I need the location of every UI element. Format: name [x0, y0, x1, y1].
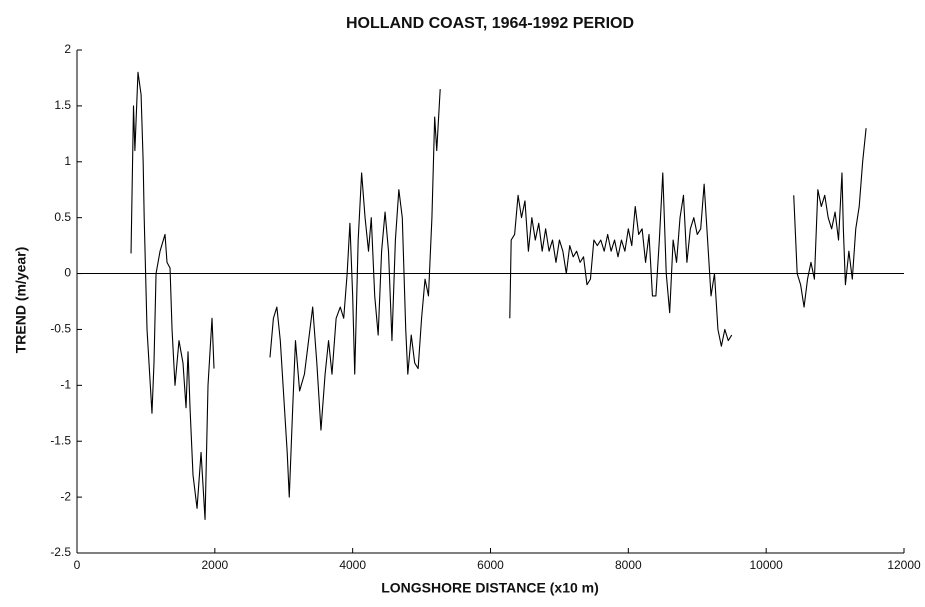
y-tick-label: -2.5	[50, 545, 71, 559]
x-tick-label: 4000	[339, 558, 366, 572]
y-tick-label: 1.5	[54, 98, 71, 112]
y-tick-label: -2	[60, 489, 71, 503]
x-axis-label: LONGSHORE DISTANCE (x10 m)	[381, 580, 599, 596]
x-tick-label: 6000	[477, 558, 504, 572]
y-tick-label: 0.5	[54, 210, 71, 224]
y-tick-label: 1	[64, 154, 71, 168]
x-tick-label: 10000	[749, 558, 783, 572]
x-tick-label: 2000	[201, 558, 228, 572]
y-axis-label: TREND (m/year)	[13, 247, 29, 354]
x-tick-label: 0	[74, 558, 81, 572]
y-tick-label: -1.5	[50, 433, 71, 447]
data-line	[130, 71, 867, 521]
x-tick-label: 12000	[887, 558, 921, 572]
y-tick-label: 0	[64, 266, 71, 280]
y-tick-label: -1	[60, 378, 71, 392]
x-tick-label: 8000	[615, 558, 642, 572]
y-tick-label: 2	[64, 42, 71, 56]
y-tick-label: -0.5	[50, 322, 71, 336]
chart-title: HOLLAND COAST, 1964-1992 PERIOD	[346, 15, 634, 32]
